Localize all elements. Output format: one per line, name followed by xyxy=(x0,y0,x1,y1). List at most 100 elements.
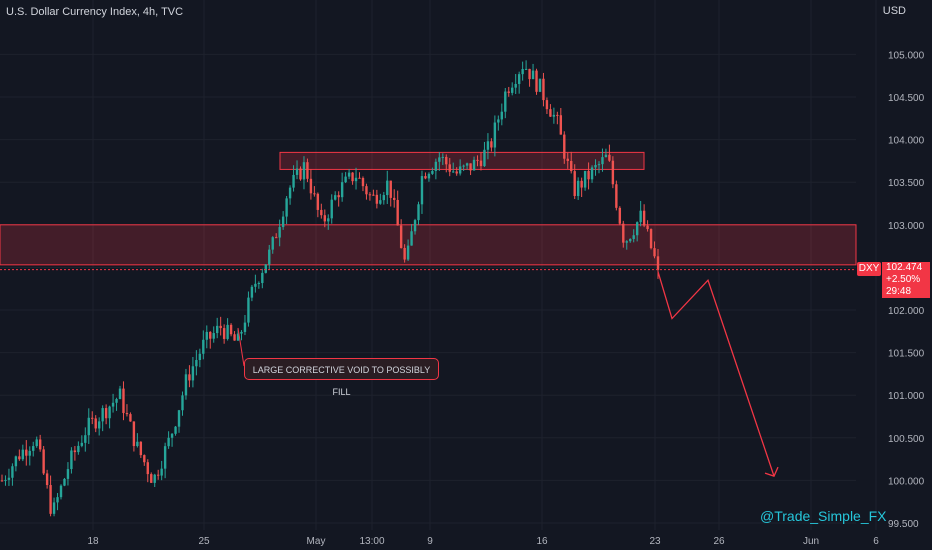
x-tick-label: Jun xyxy=(803,536,819,547)
candle-body xyxy=(462,165,465,167)
candle-body xyxy=(191,366,195,381)
candle-body xyxy=(167,437,170,447)
candle-body xyxy=(542,78,545,101)
candle-body xyxy=(365,186,368,195)
candle-body xyxy=(334,195,337,200)
candle-body xyxy=(11,466,14,478)
candle-body xyxy=(535,70,538,92)
candle-body xyxy=(358,177,361,179)
candle-body xyxy=(243,322,247,332)
candle-body xyxy=(129,414,132,422)
candle-body xyxy=(493,122,497,148)
candle-body xyxy=(198,353,202,361)
candle-body xyxy=(177,410,181,427)
candle-body xyxy=(372,194,375,196)
candle-body xyxy=(420,176,424,205)
candle-body xyxy=(115,399,118,403)
candle-body xyxy=(77,445,80,453)
candle-body xyxy=(649,229,653,249)
candle-body xyxy=(94,418,97,429)
candle-body xyxy=(323,215,326,222)
candle-body xyxy=(271,237,274,250)
candle-body xyxy=(215,325,219,334)
last-price-badge: 102.474 +2.50% 29:48 xyxy=(882,262,930,298)
x-tick-label: 23 xyxy=(649,536,661,547)
candle-body xyxy=(87,417,90,436)
candle-body xyxy=(403,247,406,260)
x-tick-label: 25 xyxy=(198,536,210,547)
candle-body xyxy=(108,406,111,419)
candle-body xyxy=(25,449,28,456)
candle-body xyxy=(163,446,167,469)
candle-body xyxy=(299,168,302,180)
candle-body xyxy=(306,162,309,179)
x-tick-label: 9 xyxy=(427,536,433,547)
candle-body xyxy=(604,154,608,158)
candle-body xyxy=(479,160,483,167)
candle-body xyxy=(174,426,177,434)
y-tick-label: 105.000 xyxy=(888,50,925,61)
y-tick-label: 100.000 xyxy=(888,476,925,487)
candle-body xyxy=(413,220,417,232)
candle-body xyxy=(59,485,63,498)
candle-body xyxy=(18,456,21,460)
candle-body xyxy=(118,388,122,400)
candle-body xyxy=(261,272,264,284)
x-tick-label: 18 xyxy=(87,536,99,547)
candle-body xyxy=(160,468,163,476)
candle-body xyxy=(500,111,504,120)
candle-body xyxy=(653,248,656,257)
candle-body xyxy=(104,408,108,419)
candle-body xyxy=(14,456,18,467)
candle-body xyxy=(361,178,365,187)
candle-body xyxy=(143,455,146,463)
candle-body xyxy=(257,283,261,285)
x-tick-label: 6 xyxy=(873,536,879,547)
candle-body xyxy=(576,180,580,196)
candle-body xyxy=(136,441,139,447)
candle-body xyxy=(56,497,59,503)
candle-body xyxy=(455,171,458,174)
candle-body xyxy=(125,413,129,415)
candle-body xyxy=(590,167,594,180)
candle-body xyxy=(21,449,25,460)
last-price: 102.474 xyxy=(886,262,923,273)
candle-body xyxy=(254,283,257,287)
candle-body xyxy=(393,197,396,200)
author-watermark: @Trade_Simple_FX xyxy=(760,508,887,524)
bar-countdown: 29:48 xyxy=(886,286,912,297)
candle-body xyxy=(601,157,604,165)
candle-body xyxy=(275,237,278,239)
candle-body xyxy=(84,435,87,443)
candle-body xyxy=(368,194,372,196)
candle-body xyxy=(327,218,330,222)
y-tick-label: 101.000 xyxy=(888,391,925,402)
candle-body xyxy=(514,83,517,88)
candle-body xyxy=(629,238,632,242)
candle-body xyxy=(563,134,566,159)
candle-body xyxy=(521,69,524,75)
candle-body xyxy=(209,331,212,339)
candle-body xyxy=(295,168,299,175)
candle-body xyxy=(622,223,625,243)
candle-body xyxy=(587,170,590,180)
candle-body xyxy=(549,109,552,117)
candle-body xyxy=(490,141,493,148)
candle-body xyxy=(268,249,271,265)
candle-body xyxy=(184,374,188,396)
candle-body xyxy=(35,439,38,447)
candle-body xyxy=(205,331,208,340)
candle-body xyxy=(4,479,7,481)
candle-body xyxy=(153,474,156,483)
candle-body xyxy=(278,227,281,238)
candle-body xyxy=(472,159,476,171)
candle-body xyxy=(465,163,469,166)
candle-body xyxy=(42,449,45,474)
candle-body xyxy=(424,176,427,179)
candle-body xyxy=(642,210,646,226)
candle-body xyxy=(229,324,233,335)
candle-body xyxy=(559,115,563,135)
candle-body xyxy=(656,256,660,270)
candle-body xyxy=(452,171,455,173)
